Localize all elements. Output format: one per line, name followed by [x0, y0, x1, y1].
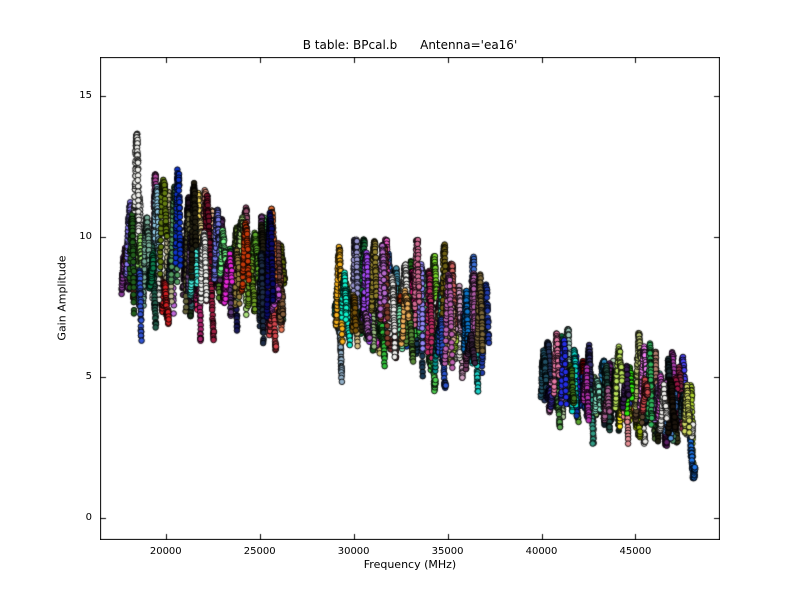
x-tick-label: 35000 — [431, 546, 464, 557]
chart-title: B table: BPcal.b Antenna='ea16' — [302, 38, 518, 52]
y-tick-label: 15 — [79, 90, 92, 102]
y-tick-label: 5 — [85, 371, 92, 383]
x-axis-label: Frequency (MHz) — [363, 558, 457, 571]
y-tick-label: 0 — [85, 511, 92, 523]
y-tick-label: 10 — [79, 230, 92, 242]
x-tick-label: 20000 — [149, 546, 182, 557]
x-tick-label: 40000 — [525, 546, 558, 557]
x-tick-label: 45000 — [619, 546, 652, 557]
y-axis-label: Gain Amplitude — [55, 255, 69, 341]
scatter-canvas — [100, 57, 720, 540]
x-tick-label: 30000 — [337, 546, 370, 557]
x-tick-label: 25000 — [243, 546, 276, 557]
plot-area — [100, 57, 720, 540]
